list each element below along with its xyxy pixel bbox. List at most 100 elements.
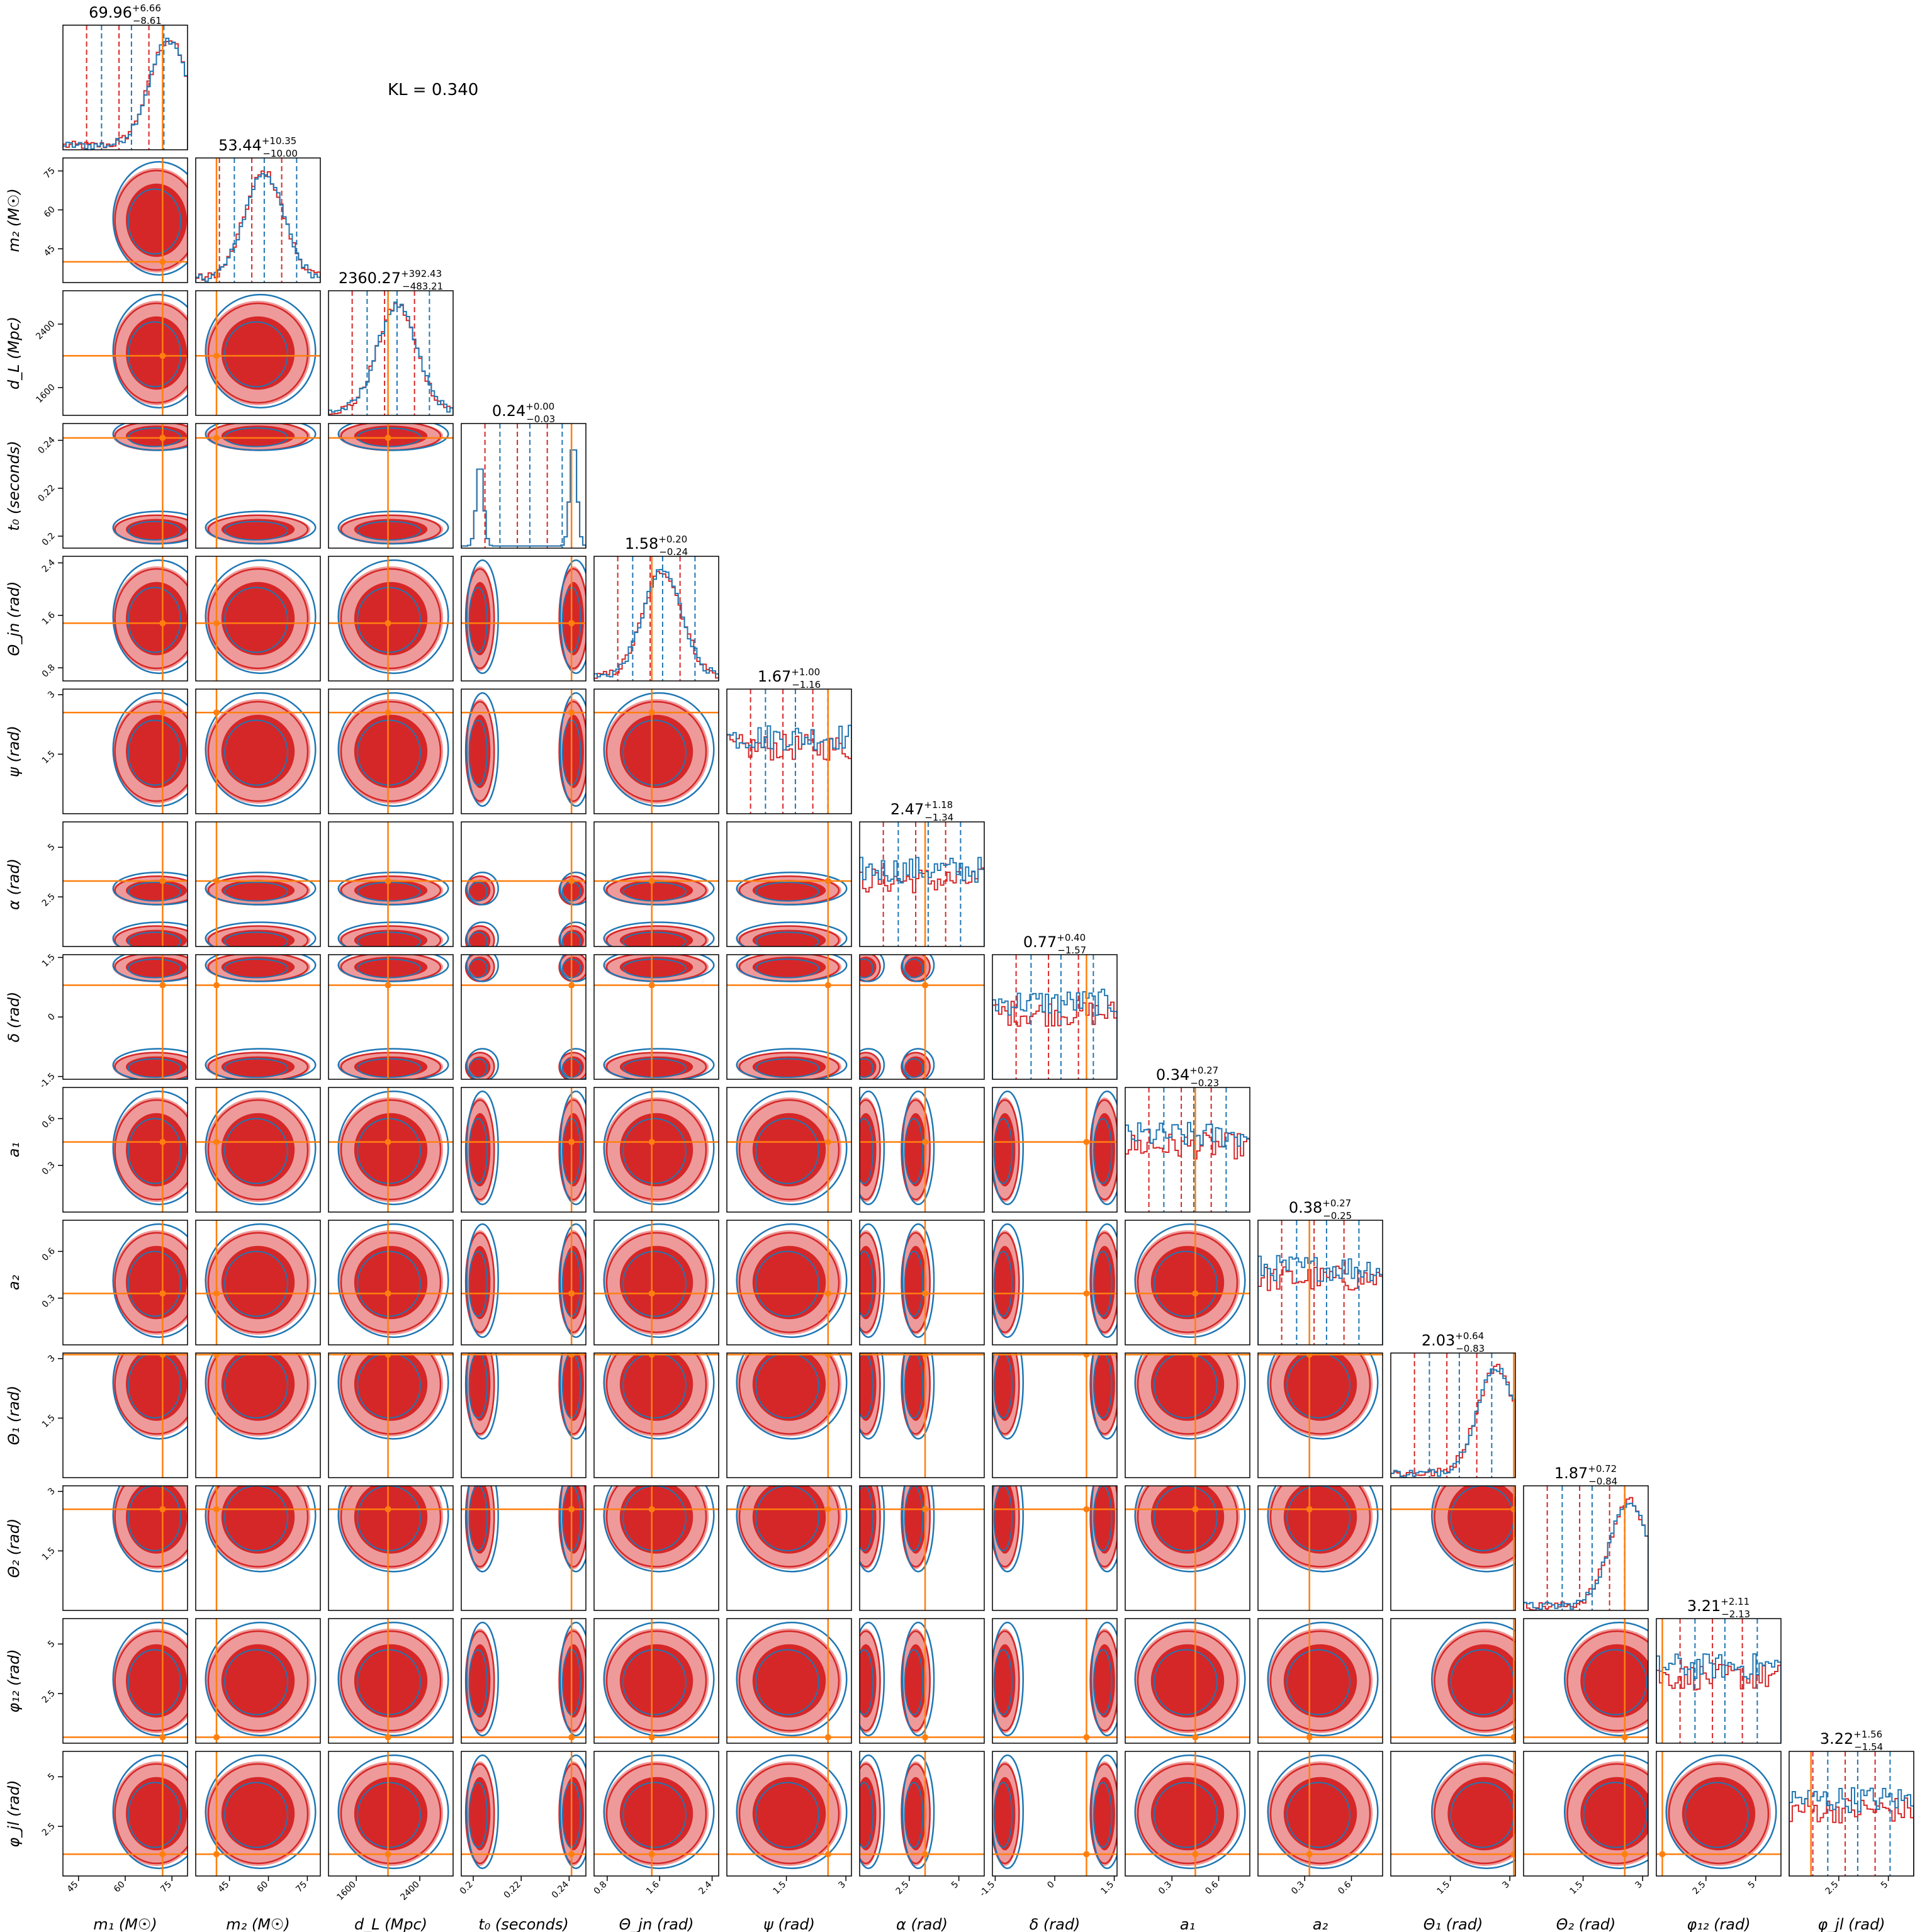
red-contour-line [207,700,309,802]
truth-marker [1306,1734,1313,1741]
panel-11-4 [593,1485,719,1611]
truth-marker [385,1851,391,1858]
y-axis-label: Θ₁ (rad) [5,1386,23,1446]
red-histogram-line [63,40,188,150]
truth-marker [1083,1506,1090,1513]
x-axis-label: a₂ [1313,1916,1328,1932]
red-inner-contour [354,929,428,946]
blue-contour-line [904,1782,924,1848]
blue-contour-line [466,1223,499,1339]
axes-frame [461,1485,587,1611]
y-tick-label: 0.3 [40,1293,57,1310]
truth-marker [648,1290,655,1297]
red-inner-contour [125,581,188,656]
blue-contour-line [468,1118,488,1184]
axes-frame [593,954,719,1080]
axes-frame [62,1618,188,1744]
blue-contour-line [127,188,182,255]
red-inner-contour [125,183,188,257]
blue-contour-line [622,1649,687,1716]
red-contour-line [207,1099,309,1201]
red-inner-contour [752,929,826,946]
red-contour-line [605,1052,707,1079]
red-contour-line [558,1353,586,1435]
red-contour-line [464,1486,495,1568]
axes-frame [461,1087,587,1213]
blue-histogram-line [727,724,851,814]
red-inner-contour [125,1245,188,1320]
blue-contour-line [1092,1118,1113,1184]
blue-contour-line [1154,1649,1218,1716]
blue-contour-line [466,921,499,946]
red-contour-line [340,1099,442,1201]
truth-marker [213,877,220,884]
truth-marker [213,1734,220,1741]
truth-marker [159,709,166,716]
red-contour-line [1668,1763,1770,1865]
blue-contour-line [1286,1782,1351,1848]
blue-contour-line [559,871,586,906]
red-inner-contour [619,1113,694,1187]
y-tick-label: 2.5 [40,892,57,909]
x-tick-label: 75 [159,1880,174,1895]
panel-5-1 [195,688,321,814]
x-tick-label: 45 [65,1880,81,1895]
panel-11-6 [859,1485,985,1611]
panel-10-1 [195,1352,321,1478]
blue-contour-line [224,1649,288,1716]
blue-contour-line [127,882,182,902]
axes-frame [195,821,321,947]
blue-contour-line [755,1118,819,1184]
red-contour-line [992,1099,1020,1201]
truth-marker [568,709,575,716]
panel-12-9 [1257,1618,1383,1744]
axes-frame [859,1485,985,1611]
axes-frame [1390,1618,1516,1744]
blue-contour-line [468,931,488,946]
y-axis-label: t₀ (seconds) [5,441,23,531]
blue-contour-line [224,882,288,902]
axes-frame [328,1618,454,1744]
blue-contour-line [1267,1486,1379,1573]
panel-5-0 [62,688,188,814]
red-contour-line [738,1353,840,1435]
blue-contour-line [603,955,715,982]
blue-contour-line [337,1754,449,1870]
axes-frame [859,821,985,947]
blue-contour-line [755,1058,819,1078]
truth-marker [1510,1734,1515,1741]
red-contour-line [340,1763,442,1865]
blue-contour-line [205,510,317,545]
x-tick-label: 60 [255,1880,270,1895]
blue-contour-line [224,587,288,653]
red-inner-contour [1150,1486,1225,1554]
axes-frame [1523,1751,1649,1877]
blue-contour-line [127,1649,182,1716]
axes-frame [726,1087,852,1213]
axes-frame [1789,1751,1914,1877]
panel-9-6 [859,1220,985,1345]
blue-contour-line [127,1782,182,1848]
truth-marker [648,982,655,989]
panel-7-1 [195,954,321,1080]
blue-contour-line [112,510,188,545]
axes-frame [859,1352,985,1478]
blue-contour-line [736,921,848,946]
panel-10-0 [62,1352,188,1478]
y-tick-label: 1.5 [40,1546,57,1563]
panel-12-11 [1523,1618,1649,1744]
axes-frame [461,556,587,682]
truth-marker [568,877,575,884]
truth-marker [648,709,655,716]
x-tick-label: 2.5 [1691,1880,1708,1897]
blue-contour-line [466,1090,499,1206]
y-axis-label: ψ (rad) [5,726,23,777]
truth-marker [648,1138,655,1145]
red-contour-line [1434,1763,1515,1865]
blue-contour-line [224,1353,288,1419]
blue-histogram-line [1656,1653,1781,1743]
panel-12-3 [461,1618,587,1744]
truth-marker [922,1734,929,1741]
blue-contour-line [992,1353,1024,1440]
blue-contour-line [1583,1782,1648,1848]
